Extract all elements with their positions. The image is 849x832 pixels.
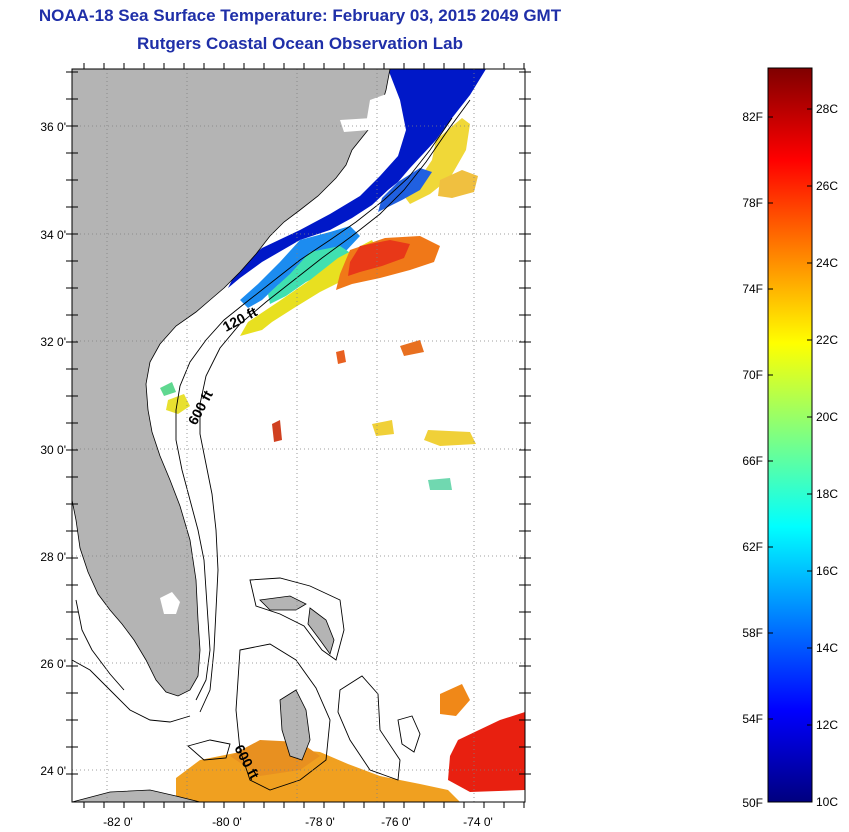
- lon-label-74: -74 0': [463, 815, 493, 829]
- sst-patch-mid-1: [372, 420, 394, 436]
- inland-water: [160, 92, 398, 614]
- sst-patch-nc-coast: [228, 69, 486, 288]
- contour-bahamas-bank-3: [337, 675, 401, 781]
- cb-c-24: 24C: [816, 256, 838, 270]
- sst-patch-shelf-green: [268, 246, 352, 304]
- latitude-labels: 36 0' 34 0' 32 0' 30 0' 28 0' 26 0' 24 0…: [40, 120, 66, 778]
- sst-patch-mid-5: [336, 350, 346, 364]
- map-title: NOAA-18 Sea Surface Temperature: Februar…: [38, 6, 562, 25]
- cb-f-74: 74F: [742, 282, 763, 296]
- sst-patch-ga-red: [348, 240, 410, 276]
- sst-patch-mid-6: [272, 420, 282, 442]
- sst-patch-south-red: [448, 712, 525, 792]
- grand-bahama: [259, 595, 307, 611]
- abaco-island: [307, 607, 335, 655]
- cb-c-28: 28C: [816, 102, 838, 116]
- sst-swaths: [160, 69, 525, 802]
- sst-patch-mid-3: [428, 478, 452, 490]
- sst-patch-offshore-scatter: [438, 170, 478, 198]
- cb-c-20: 20C: [816, 410, 838, 424]
- contour-bahamas-bank-1: [249, 577, 345, 661]
- sst-patch-hatteras-blue: [378, 168, 432, 212]
- lat-label-26: 26 0': [40, 657, 66, 671]
- cb-c-14: 14C: [816, 641, 838, 655]
- land-masses: [72, 69, 391, 802]
- cb-f-82: 82F: [742, 110, 763, 124]
- map-tick-marks: [66, 63, 531, 808]
- temperature-colorbar: 82F 78F 74F 70F 66F 62F 58F 54F 50F 28C …: [742, 67, 838, 810]
- lon-label-82: -82 0': [103, 815, 133, 829]
- lon-label-78: -78 0': [305, 815, 335, 829]
- contour-fl-keys: [72, 659, 191, 723]
- cb-f-50: 50F: [742, 796, 763, 810]
- map-frame: [71, 68, 526, 803]
- contour-bahamas-bank-4: [397, 715, 421, 753]
- sst-patch-shelf-yellow: [240, 240, 378, 336]
- cb-f-54: 54F: [742, 712, 763, 726]
- map-subtitle: Rutgers Coastal Ocean Observation Lab: [137, 34, 463, 53]
- cb-f-58: 58F: [742, 626, 763, 640]
- lon-label-76: -76 0': [381, 815, 411, 829]
- sst-patch-mid-2: [424, 430, 476, 446]
- contour-cuba-shelf: [187, 739, 231, 761]
- lake-okeechobee: [160, 592, 180, 614]
- sst-patch-bahamas-orange: [440, 684, 470, 716]
- contour-120ft: [175, 117, 453, 701]
- pamlico-sound: [366, 92, 398, 140]
- cb-c-22: 22C: [816, 333, 838, 347]
- lat-label-36: 36 0': [40, 120, 66, 134]
- cb-c-18: 18C: [816, 487, 838, 501]
- contour-fl-west-shelf: [75, 599, 125, 691]
- contour-600ft: [199, 99, 471, 713]
- us-southeast-land: [72, 69, 391, 697]
- cb-f-70: 70F: [742, 368, 763, 382]
- sst-patch-mid-4: [400, 340, 424, 356]
- lat-label-34: 34 0': [40, 228, 66, 242]
- cb-c-12: 12C: [816, 718, 838, 732]
- longitude-labels: -82 0' -80 0' -78 0' -76 0' -74 0': [103, 815, 493, 829]
- cuba-land: [72, 789, 201, 802]
- lat-label-30: 30 0': [40, 443, 66, 457]
- colorbar-fahrenheit-labels: 82F 78F 74F 70F 66F 62F 58F 54F 50F: [742, 110, 763, 810]
- sst-patch-fl-yellow: [166, 394, 190, 414]
- colorbar-scale: [767, 67, 813, 803]
- albemarle-sound: [340, 118, 372, 132]
- cb-c-26: 26C: [816, 179, 838, 193]
- lon-label-80: -80 0': [212, 815, 242, 829]
- cb-f-66: 66F: [742, 454, 763, 468]
- map-panel: 120 ft 600 ft 600 ft 36 0' 34 0' 32 0' 3…: [40, 63, 531, 829]
- colorbar-ticks: [768, 108, 812, 726]
- lat-label-28: 28 0': [40, 550, 66, 564]
- andros-island: [279, 689, 311, 761]
- sst-patch-fl-green: [160, 382, 176, 396]
- cb-f-78: 78F: [742, 196, 763, 210]
- cb-c-10: 10C: [816, 795, 838, 809]
- cb-c-16: 16C: [816, 564, 838, 578]
- lat-label-24: 24 0': [40, 764, 66, 778]
- lat-label-32: 32 0': [40, 335, 66, 349]
- cb-f-62: 62F: [742, 540, 763, 554]
- colorbar-celsius-labels: 28C 26C 24C 22C 20C 18C 16C 14C 12C 10C: [816, 102, 838, 809]
